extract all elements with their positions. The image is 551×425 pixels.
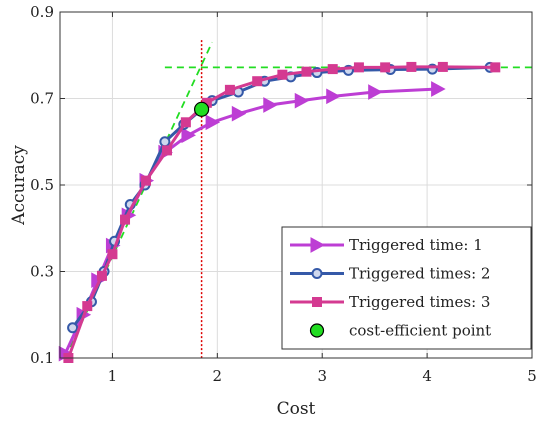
data-point: [354, 63, 363, 72]
data-point: [491, 63, 500, 72]
data-point: [407, 62, 416, 71]
data-point: [381, 63, 390, 72]
data-point: [328, 65, 337, 74]
legend-label: Triggered times: 2: [349, 265, 490, 283]
x-tick-label: 5: [527, 367, 537, 385]
x-tick-label: 3: [317, 367, 327, 385]
data-point: [253, 77, 262, 86]
x-tick-label: 2: [213, 367, 223, 385]
data-point: [302, 67, 311, 76]
legend-label: Triggered times: 3: [349, 293, 490, 311]
y-tick-label: 0.5: [30, 176, 54, 194]
x-tick-label: 1: [108, 367, 118, 385]
data-point: [225, 85, 234, 94]
y-tick-label: 0.7: [30, 90, 54, 108]
legend-marker: [311, 324, 324, 337]
legend-label: cost-efficient point: [349, 322, 491, 340]
data-point: [438, 62, 447, 71]
legend-marker: [313, 298, 322, 307]
data-point: [160, 137, 169, 146]
data-point: [83, 302, 92, 311]
data-point: [121, 215, 130, 224]
x-axis-label: Cost: [277, 399, 316, 419]
legend-marker: [313, 269, 322, 278]
data-point: [97, 271, 106, 280]
data-point: [162, 146, 171, 155]
y-tick-label: 0.9: [30, 3, 54, 21]
data-point: [181, 118, 190, 127]
legend-label: Triggered time: 1: [349, 236, 483, 254]
data-point: [278, 70, 287, 79]
cost-efficient-point: [195, 102, 209, 116]
y-axis-label: Accuracy: [9, 145, 29, 226]
y-tick-label: 0.3: [30, 263, 54, 281]
cost-efficient-point-layer: [195, 102, 209, 116]
data-point: [108, 250, 117, 259]
data-point: [142, 176, 151, 185]
legend: Triggered time: 1 Triggered times: 2 Trigg…: [282, 227, 531, 349]
x-tick-label: 4: [422, 367, 432, 385]
y-tick-label: 0.1: [30, 349, 54, 367]
data-point: [68, 323, 77, 332]
